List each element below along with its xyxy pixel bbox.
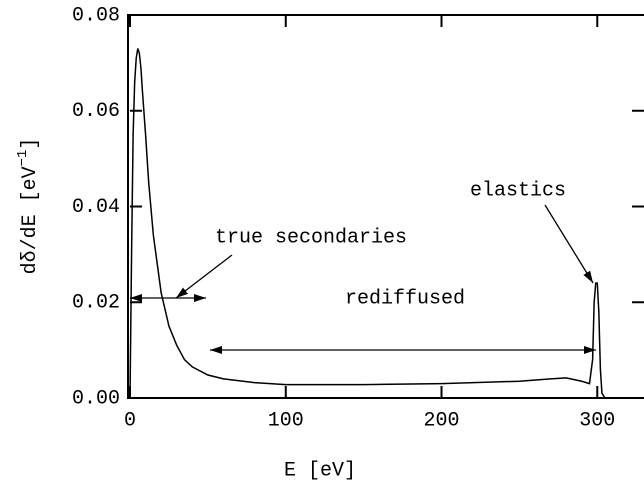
annotation-arrow	[175, 254, 233, 299]
y-label-end: ]	[19, 138, 42, 150]
annotation: elastics	[470, 179, 566, 202]
y-tick-label: 0.02	[72, 292, 120, 315]
x-tick-label: 200	[424, 409, 460, 432]
x-tick-label: 100	[268, 409, 304, 432]
y-tick-label: 0.08	[72, 4, 120, 27]
y-tick-label: 0.00	[72, 387, 120, 410]
data-line	[129, 48, 613, 399]
annotation: true secondaries	[215, 226, 407, 249]
plot-frame	[127, 14, 644, 399]
y-label-sup: −1	[15, 150, 31, 167]
annotation: rediffused	[345, 287, 465, 310]
y-label-main: dδ/dE [eV	[19, 166, 42, 274]
x-tick-label: 0	[124, 409, 136, 432]
x-tick-label: 300	[579, 409, 615, 432]
y-tick-label: 0.04	[72, 196, 120, 219]
y-axis-label: dδ/dE [eV−1]	[15, 138, 43, 275]
annotation-arrow	[544, 204, 594, 284]
y-tick-label: 0.06	[72, 100, 120, 123]
x-axis-label: E [eV]	[284, 459, 356, 482]
